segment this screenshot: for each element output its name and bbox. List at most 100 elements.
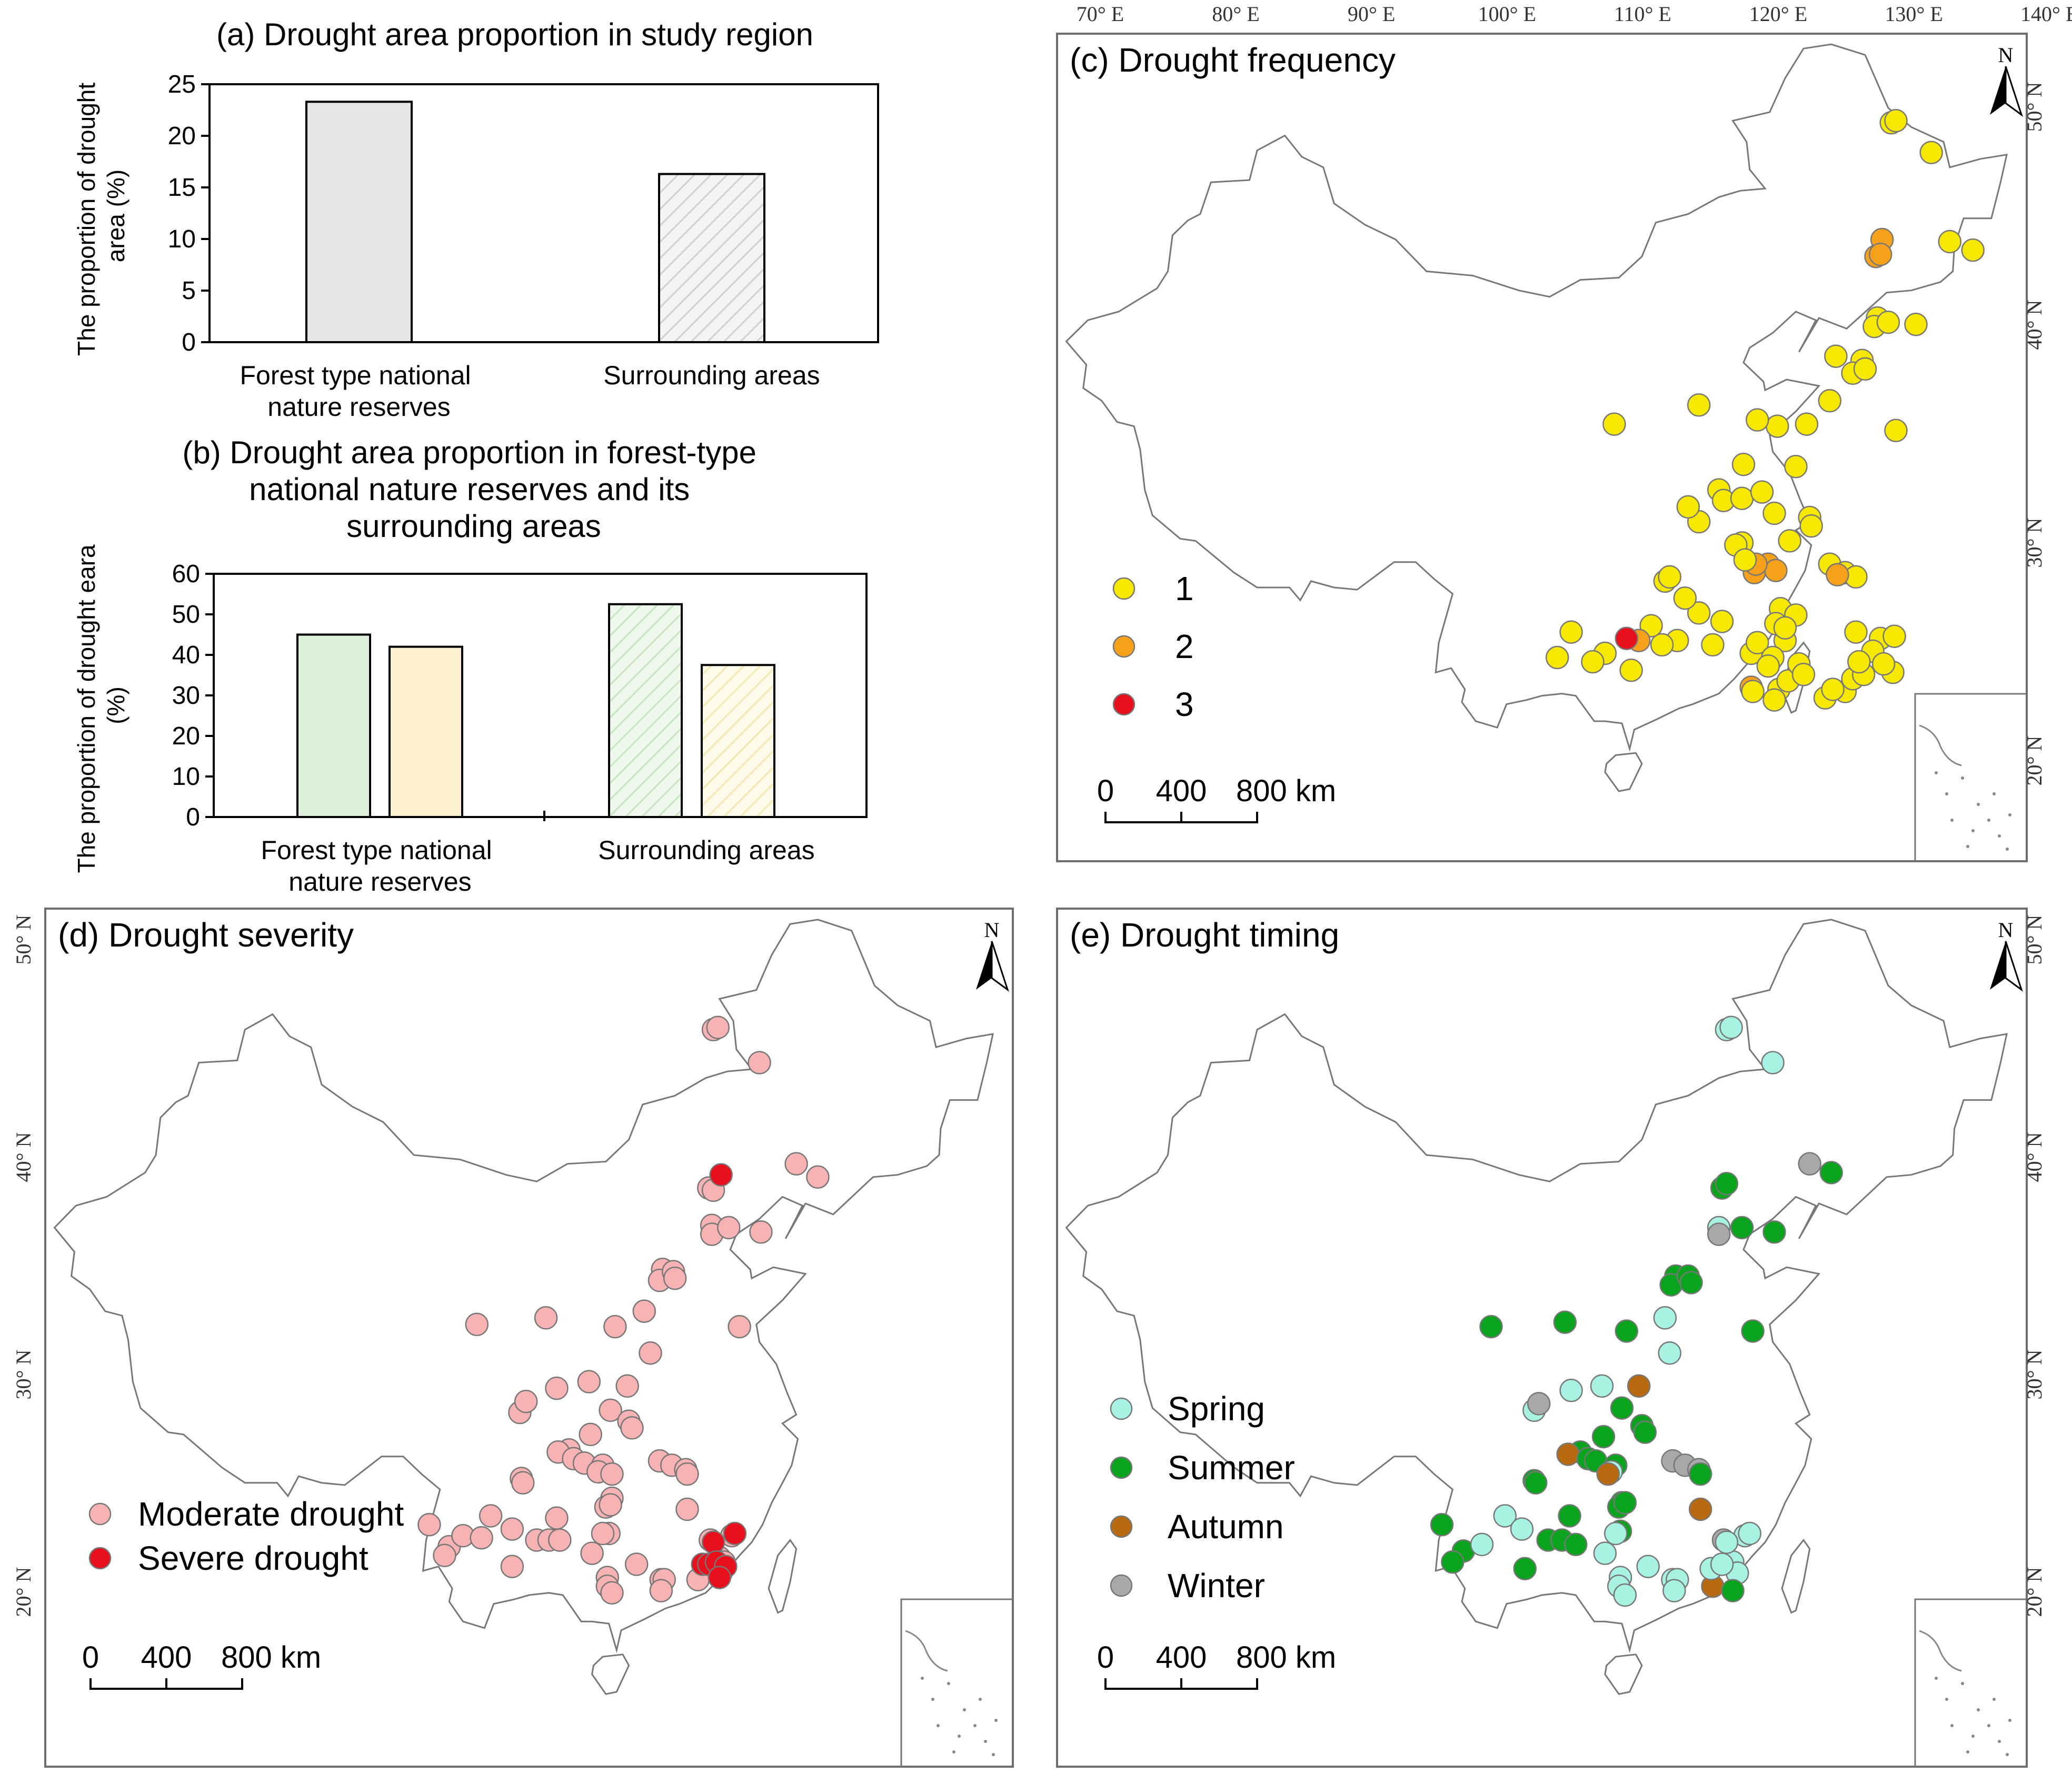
panel-d-latitude-label: 40° N bbox=[12, 1132, 35, 1182]
panel-a-y-label: The proportion of drought area (%) bbox=[73, 76, 130, 356]
panel-d-scale-label-400: 400 bbox=[141, 1640, 192, 1675]
panel-a-title: (a) Drought area proportion in study reg… bbox=[216, 17, 813, 52]
panel-e-data-point bbox=[1721, 1579, 1745, 1602]
panel-d-data-point bbox=[728, 1314, 751, 1339]
panel-c-data-point bbox=[1884, 419, 1908, 443]
panel-c-data-point bbox=[1904, 312, 1928, 336]
panel-d-map: (d) Drought severity N Moderate drought Sev… bbox=[12, 908, 1014, 1768]
panel-d-inset-map bbox=[900, 1598, 1013, 1767]
panel-d-latitude-label: 30° N bbox=[12, 1350, 35, 1400]
panel-c-data-point bbox=[1701, 633, 1725, 657]
panel-d-data-point bbox=[749, 1220, 773, 1244]
panel-c-north-label: N bbox=[1998, 43, 2014, 67]
panel-d-taiwan-outline bbox=[768, 1538, 798, 1614]
panel-c-inset-island bbox=[1950, 819, 1954, 822]
panel-a-y-tick-label: 10 bbox=[168, 225, 196, 253]
panel-c-data-point bbox=[1602, 412, 1626, 436]
panel-d-data-point bbox=[806, 1165, 830, 1189]
panel-d-map-body bbox=[45, 909, 1013, 1767]
panel-e-data-point bbox=[1493, 1504, 1517, 1528]
panel-e-legend-marker bbox=[1110, 1515, 1133, 1538]
panel-d-data-point bbox=[599, 1398, 622, 1422]
panel-d-data-point bbox=[433, 1543, 456, 1568]
panel-e-data-point bbox=[1762, 1220, 1786, 1244]
panel-c-legend-marker bbox=[1112, 693, 1135, 716]
panel-c-longitude-label: 80° E bbox=[1212, 2, 1259, 26]
panel-c-inset-frame bbox=[1914, 693, 2027, 861]
panel-a-category-1: Forest type national nature reserves bbox=[240, 361, 478, 422]
panel-c-inset-island bbox=[1966, 845, 1969, 848]
panel-c-inset-island bbox=[1961, 776, 1964, 780]
panel-b-bar bbox=[296, 633, 371, 818]
panel-a-y-tick-label: 5 bbox=[182, 277, 196, 305]
panel-d-inset-island bbox=[931, 1698, 934, 1701]
panel-e-legend-label: Autumn bbox=[1168, 1508, 1284, 1546]
panel-e-legend-marker bbox=[1110, 1574, 1133, 1597]
panel-e-inset-island bbox=[2006, 1753, 2009, 1756]
panel-e-data-point bbox=[1527, 1392, 1551, 1416]
panel-d-data-point bbox=[675, 1497, 699, 1521]
panel-d-data-point bbox=[717, 1216, 741, 1240]
panel-e-scale-label-800: 800 km bbox=[1236, 1640, 1336, 1675]
panel-c-inset-island bbox=[1971, 829, 1975, 832]
panel-c-data-point bbox=[1650, 633, 1674, 657]
panel-e-data-point bbox=[1719, 1015, 1743, 1039]
panel-c-longitude-label: 140° E bbox=[2020, 2, 2072, 26]
panel-d-hainan-outline bbox=[591, 1654, 630, 1695]
panel-e-data-point bbox=[1596, 1462, 1620, 1486]
panel-d-points bbox=[417, 1015, 830, 1605]
panel-d-data-point bbox=[701, 1530, 725, 1554]
panel-c-inset-island bbox=[1993, 792, 1996, 795]
panel-d-data-point bbox=[548, 1528, 572, 1552]
panel-e-inset-island bbox=[1945, 1698, 1948, 1701]
panel-c-data-point bbox=[1791, 663, 1816, 686]
panel-c-longitude-label: 120° E bbox=[1749, 2, 1807, 26]
panel-b-y-tick-label: 10 bbox=[172, 763, 200, 791]
panel-e-data-point bbox=[1738, 1521, 1761, 1546]
panel-d-data-point bbox=[603, 1314, 627, 1339]
panel-a-y-label-line-2: area (%) bbox=[102, 170, 130, 262]
panel-e-data-point bbox=[1593, 1541, 1617, 1565]
panel-e-data-point bbox=[1707, 1222, 1731, 1246]
panel-b-y-tick-label: 50 bbox=[172, 601, 200, 629]
panel-e-legend-label: Winter bbox=[1168, 1567, 1265, 1605]
panel-e-legend-label: Summer bbox=[1168, 1449, 1295, 1487]
panel-e-hainan-outline bbox=[1604, 1654, 1643, 1695]
panel-c-longitude-label: 100° E bbox=[1478, 2, 1536, 26]
panel-e-inset-coast bbox=[1919, 1630, 1962, 1672]
panel-e-north-arrow-right bbox=[2005, 941, 2023, 992]
panel-c-data-point bbox=[1676, 495, 1700, 519]
panel-e-data-point bbox=[1662, 1579, 1686, 1602]
panel-a-y-tick-label: 20 bbox=[168, 122, 196, 150]
panel-c-data-point bbox=[1581, 650, 1605, 674]
panel-d-north-arrow-right bbox=[991, 941, 1009, 992]
panel-d-data-point bbox=[615, 1374, 639, 1398]
panel-a-bar bbox=[658, 173, 765, 343]
panel-c-data-point bbox=[1730, 486, 1754, 510]
panel-c-data-point bbox=[1799, 514, 1823, 538]
panel-e-data-point bbox=[1441, 1550, 1465, 1574]
panel-d-inset-island bbox=[958, 1735, 961, 1738]
panel-e-data-point bbox=[1564, 1532, 1588, 1557]
panel-e-north-label: N bbox=[1998, 918, 2014, 942]
panel-b-y-tick-label: 0 bbox=[186, 803, 200, 831]
panel-c-inset-island bbox=[1987, 819, 1990, 822]
panel-d-north-arrow-left bbox=[976, 941, 992, 990]
panel-c-data-point bbox=[1741, 680, 1765, 703]
panel-d-data-point bbox=[579, 1422, 602, 1447]
panel-d-data-point bbox=[709, 1163, 733, 1187]
panel-c-data-point bbox=[1778, 529, 1801, 553]
panel-c-data-point bbox=[1746, 408, 1769, 432]
panel-e-data-point bbox=[1658, 1341, 1681, 1365]
panel-e-latitude-label: 30° N bbox=[2023, 1350, 2046, 1400]
panel-e-legend-label: Spring bbox=[1168, 1390, 1265, 1428]
panel-d-legend: Moderate drought Severe drought bbox=[88, 1495, 404, 1577]
panel-e-inset-island bbox=[1950, 1724, 1954, 1727]
panel-e-data-point bbox=[1558, 1504, 1581, 1528]
panel-c-north-arrow-left bbox=[1990, 66, 2006, 115]
panel-b-category-1-line-2: nature reserves bbox=[288, 867, 471, 897]
panel-d-inset-frame bbox=[900, 1598, 1013, 1767]
panel-d-data-point bbox=[600, 1462, 624, 1486]
panel-e-inset-map bbox=[1914, 1598, 2027, 1767]
panel-b-y-label-line-1: The proportion of drought eara bbox=[73, 544, 100, 873]
